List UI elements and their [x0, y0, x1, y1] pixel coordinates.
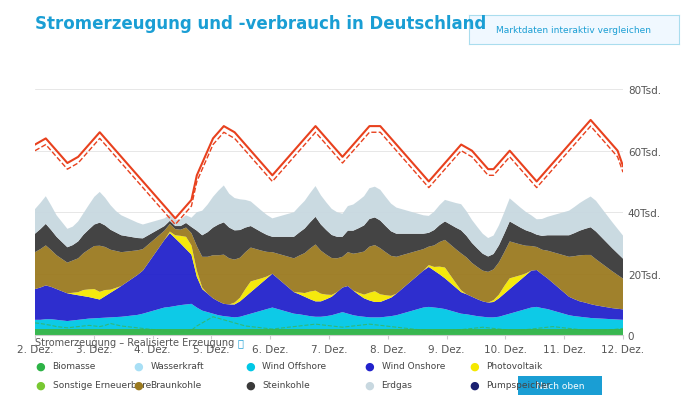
- Text: Erdgas: Erdgas: [382, 380, 412, 389]
- Text: ●: ●: [469, 380, 479, 389]
- Text: Pumpspeicher: Pumpspeicher: [486, 380, 551, 389]
- Text: Sonstige Erneuerbare: Sonstige Erneuerbare: [52, 380, 150, 389]
- Text: ●: ●: [245, 361, 255, 371]
- Text: ●: ●: [364, 380, 374, 389]
- Text: ●: ●: [35, 361, 45, 371]
- Text: Nach oben: Nach oben: [536, 381, 584, 390]
- Text: ●: ●: [35, 380, 45, 389]
- Text: Marktdaten interaktiv vergleichen: Marktdaten interaktiv vergleichen: [496, 26, 652, 35]
- Text: Braunkohle: Braunkohle: [150, 380, 202, 389]
- Text: ●: ●: [245, 380, 255, 389]
- Text: Wind Offshore: Wind Offshore: [262, 362, 327, 371]
- Text: ⓘ: ⓘ: [238, 337, 244, 348]
- Text: Steinkohle: Steinkohle: [262, 380, 310, 389]
- Text: Wasserkraft: Wasserkraft: [150, 362, 204, 371]
- Text: Stromerzeugung – Realisierte Erzeugung: Stromerzeugung – Realisierte Erzeugung: [35, 337, 235, 348]
- Text: Biomasse: Biomasse: [52, 362, 96, 371]
- Text: ●: ●: [469, 361, 479, 371]
- Text: Stromerzeugung und -verbrauch in Deutschland: Stromerzeugung und -verbrauch in Deutsch…: [35, 15, 486, 33]
- Text: Wind Onshore: Wind Onshore: [382, 362, 445, 371]
- Text: ●: ●: [364, 361, 374, 371]
- Text: ●: ●: [133, 380, 143, 389]
- Text: ●: ●: [133, 361, 143, 371]
- Text: Photovoltaik: Photovoltaik: [486, 362, 542, 371]
